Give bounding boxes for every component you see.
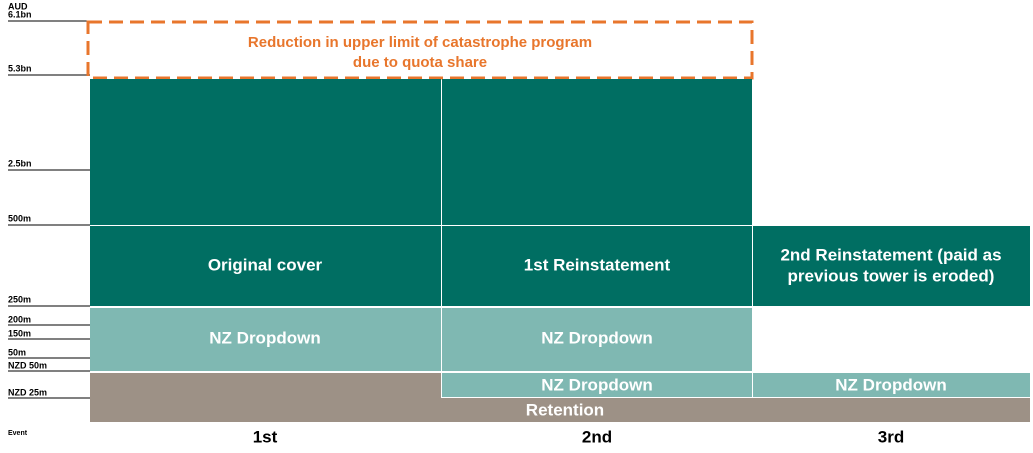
level-label: NZD 25m [8, 387, 47, 397]
dropdown-block [442, 373, 752, 397]
level-label: 200m [8, 314, 31, 324]
note-line: due to quota share [353, 54, 487, 71]
event-label: 1st [253, 427, 278, 446]
reduction-box [86, 20, 754, 80]
level-label: 500m [8, 213, 31, 223]
retention-block [90, 373, 441, 399]
level-label: 250m [8, 294, 31, 304]
cover-block [442, 226, 752, 306]
dropdown-block [90, 308, 441, 371]
cover-block [90, 79, 441, 225]
level-label: 50m [8, 347, 26, 357]
block-label: Retention [526, 400, 604, 419]
cover-block [753, 226, 1030, 306]
cover-block [90, 226, 441, 306]
level-label: AUD [8, 1, 28, 11]
block-label: 2nd Reinstatement (paid as [780, 245, 1001, 264]
block-label: previous tower is eroded) [788, 266, 995, 285]
dropdown-block [753, 373, 1030, 397]
cover-block [442, 79, 752, 225]
note-line: Reduction in upper limit of catastrophe … [248, 34, 592, 51]
level-label: 2.5bn [8, 158, 32, 168]
block-label: NZ Dropdown [541, 328, 652, 347]
block-label: 1st Reinstatement [524, 255, 671, 274]
block-label: NZ Dropdown [209, 328, 320, 347]
event-label: 3rd [878, 427, 904, 446]
level-label: 150m [8, 328, 31, 338]
dropdown-block [442, 308, 752, 371]
retention-block [90, 398, 1030, 422]
block-label: NZ Dropdown [835, 375, 946, 394]
level-label: 6.1bn [8, 9, 32, 19]
block-label: NZ Dropdown [541, 375, 652, 394]
level-label: Event [8, 430, 28, 437]
event-label: 2nd [582, 427, 612, 446]
level-label: NZD 50m [8, 360, 47, 370]
block-label: Original cover [208, 255, 323, 274]
level-label: 5.3bn [8, 63, 32, 73]
